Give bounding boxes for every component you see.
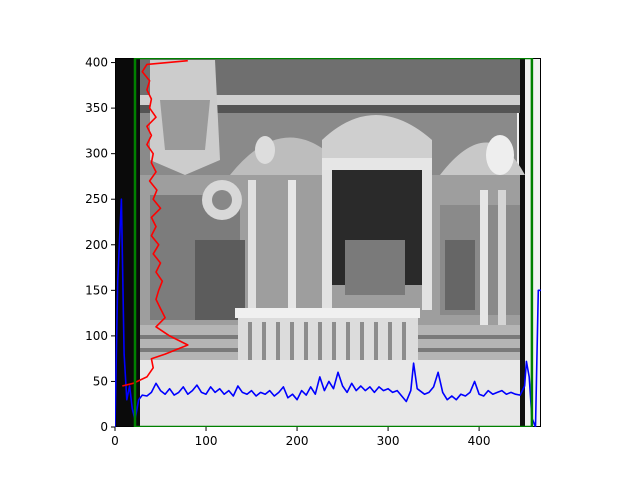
x-tick-label: 400 xyxy=(468,434,491,448)
x-tick-label: 0 xyxy=(111,434,119,448)
y-tick-label: 0 xyxy=(100,420,108,434)
series-line-3 xyxy=(133,58,534,427)
x-tick-label: 100 xyxy=(195,434,218,448)
y-axis: 0 50 100 150 200 250 300 350 400 xyxy=(85,56,115,434)
x-tick-label: 200 xyxy=(286,434,309,448)
y-tick-label: 50 xyxy=(93,374,108,388)
x-tick-label: 300 xyxy=(377,434,400,448)
y-tick-label: 350 xyxy=(85,101,108,115)
y-tick-label: 100 xyxy=(85,329,108,343)
y-tick-label: 300 xyxy=(85,147,108,161)
series-line-1 xyxy=(115,198,541,427)
y-tick-label: 250 xyxy=(85,192,108,206)
background-photo xyxy=(115,58,541,427)
y-tick-label: 400 xyxy=(85,56,108,70)
y-tick-label: 150 xyxy=(85,283,108,297)
x-axis: 0 100 200 300 400 xyxy=(111,427,491,448)
y-tick-label: 200 xyxy=(85,238,108,252)
series-line-2 xyxy=(122,59,189,387)
